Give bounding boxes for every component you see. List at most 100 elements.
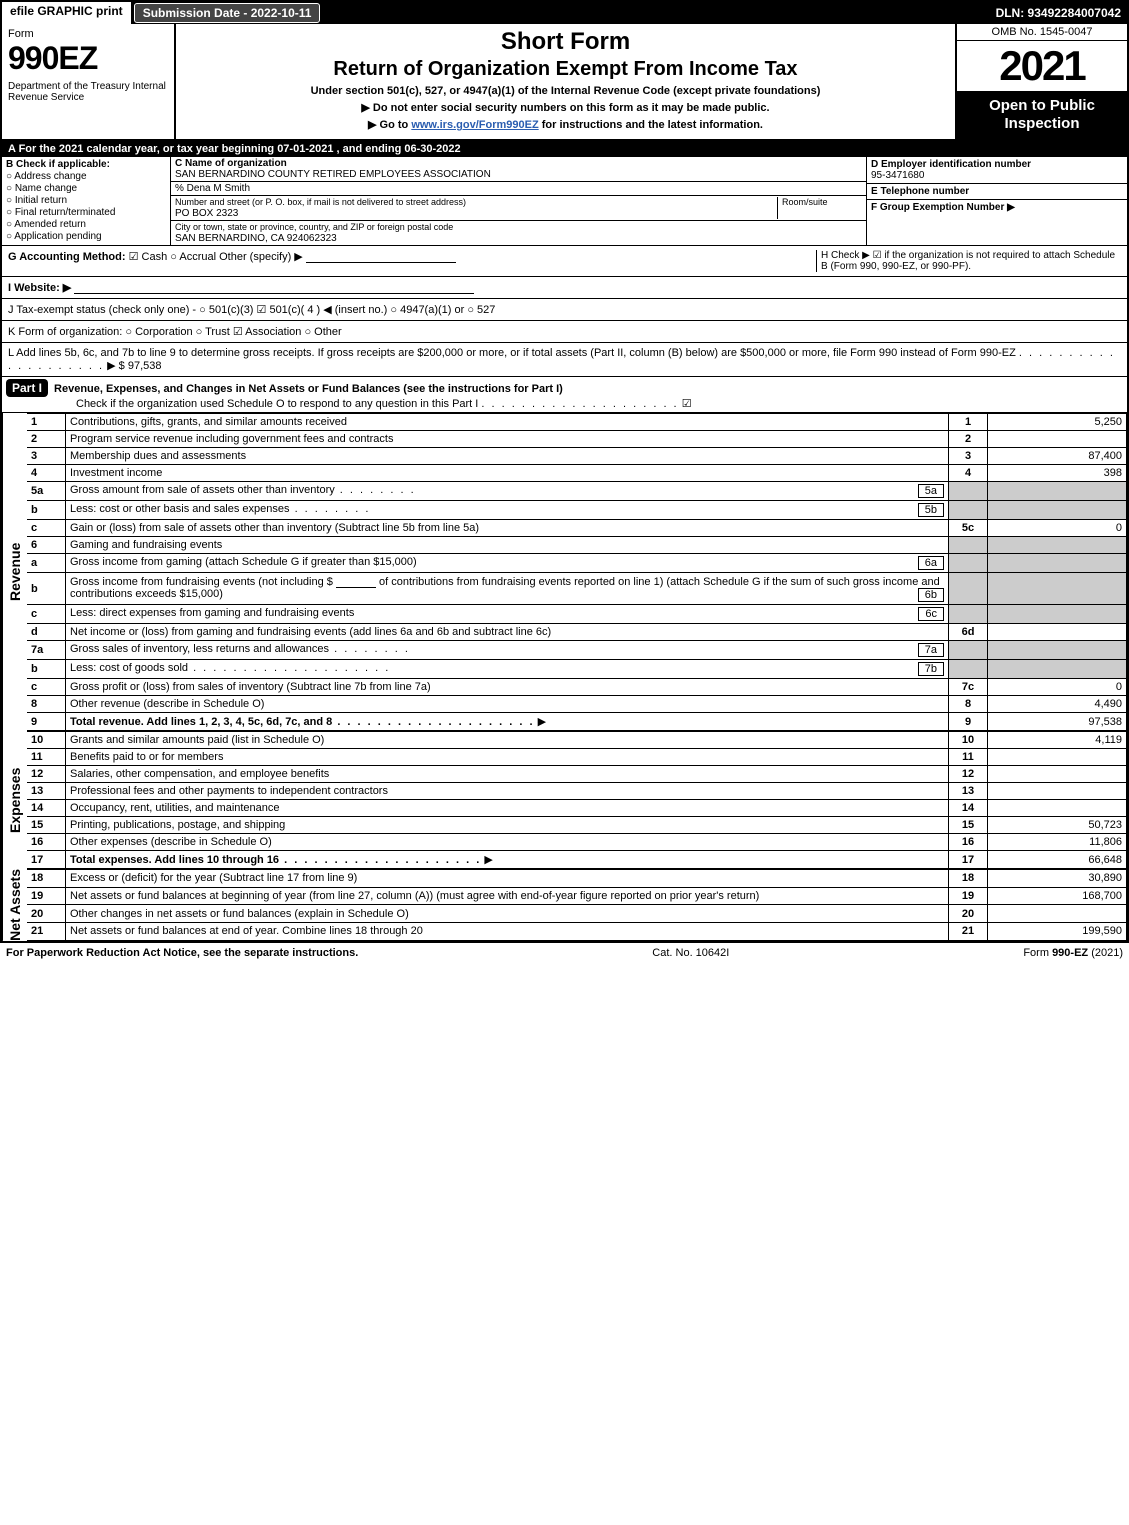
form-title-1: Short Form: [180, 28, 951, 56]
accounting-other-blank[interactable]: [306, 250, 456, 263]
table-row: aGross income from gaming (attach Schedu…: [27, 554, 1127, 573]
section-l: L Add lines 5b, 6c, and 7b to line 9 to …: [2, 343, 1127, 377]
table-row: 6Gaming and fundraising events: [27, 537, 1127, 554]
table-row: 14Occupancy, rent, utilities, and mainte…: [27, 800, 1127, 817]
section-gh: G Accounting Method: Cash Accrual Other …: [2, 246, 1127, 277]
line-desc: Gross amount from sale of assets other t…: [70, 484, 416, 496]
table-row: 20Other changes in net assets or fund ba…: [27, 905, 1127, 923]
department-label: Department of the Treasury Internal Reve…: [8, 81, 168, 103]
check-initial-return[interactable]: Initial return: [6, 195, 166, 206]
section-def: D Employer identification number 95-3471…: [867, 157, 1127, 245]
footer-right: Form 990-EZ (2021): [1023, 947, 1123, 959]
org-care-of: % Dena M Smith: [175, 183, 250, 194]
table-row: cGross profit or (loss) from sales of in…: [27, 679, 1127, 696]
line-desc: Less: direct expenses from gaming and fu…: [70, 607, 354, 619]
table-row: 9Total revenue. Add lines 1, 2, 3, 4, 5c…: [27, 713, 1127, 731]
table-row: 2Program service revenue including gover…: [27, 431, 1127, 448]
top-bar: efile GRAPHIC print Submission Date - 20…: [2, 2, 1127, 24]
section-c: C Name of organization SAN BERNARDINO CO…: [171, 157, 867, 245]
irs-link[interactable]: www.irs.gov/Form990EZ: [411, 119, 538, 131]
line-desc: Gross income from fundraising events (no…: [70, 576, 333, 588]
netassets-block: Net Assets 18Excess or (deficit) for the…: [2, 869, 1127, 941]
revenue-block: Revenue 1Contributions, gifts, grants, a…: [2, 413, 1127, 731]
omb-number: OMB No. 1545-0047: [957, 24, 1127, 41]
gross-receipts-text: L Add lines 5b, 6c, and 7b to line 9 to …: [8, 347, 1016, 359]
sub-box: 6a: [918, 556, 944, 570]
sub-box: 7b: [918, 662, 944, 676]
accounting-accrual[interactable]: Accrual: [170, 251, 216, 263]
website-value[interactable]: [74, 281, 474, 294]
phone-label: E Telephone number: [871, 186, 969, 197]
section-k: K Form of organization: ○ Corporation ○ …: [2, 321, 1127, 343]
check-application-pending[interactable]: Application pending: [6, 231, 166, 242]
sub-box: 5b: [918, 503, 944, 517]
arrow-icon: [538, 716, 546, 728]
instr-ssn: ▶ Do not enter social security numbers o…: [180, 101, 951, 114]
gross-receipts-amount: ▶ $ 97,538: [107, 360, 161, 372]
header-left: Form 990EZ Department of the Treasury In…: [2, 24, 176, 139]
expenses-block: Expenses 10Grants and similar amounts pa…: [2, 731, 1127, 869]
ein-label: D Employer identification number: [871, 159, 1031, 170]
line-desc: Gross sales of inventory, less returns a…: [70, 643, 410, 655]
table-row: 11Benefits paid to or for members11: [27, 749, 1127, 766]
group-exemption-label: F Group Exemption Number ▶: [871, 202, 1015, 213]
footer-center: Cat. No. 10642I: [652, 947, 729, 959]
sub-box: 5a: [918, 484, 944, 498]
table-row: 10Grants and similar amounts paid (list …: [27, 732, 1127, 749]
efile-label: efile GRAPHIC print: [2, 2, 133, 24]
org-block: B Check if applicable: Address change Na…: [2, 157, 1127, 246]
table-row: 17Total expenses. Add lines 10 through 1…: [27, 851, 1127, 869]
room-label: Room/suite: [782, 197, 828, 207]
form-word: Form: [8, 28, 34, 40]
dots: [481, 398, 678, 410]
instr-goto-prefix: ▶ Go to: [368, 119, 411, 131]
line-desc: Total expenses. Add lines 10 through 16: [70, 854, 481, 866]
section-i: I Website: ▶: [2, 277, 1127, 299]
submission-date: Submission Date - 2022-10-11: [134, 3, 321, 23]
instr-goto: ▶ Go to www.irs.gov/Form990EZ for instru…: [180, 118, 951, 131]
table-row: 3Membership dues and assessments387,400: [27, 448, 1127, 465]
netassets-table: 18Excess or (deficit) for the year (Subt…: [27, 869, 1127, 941]
table-row: dNet income or (loss) from gaming and fu…: [27, 624, 1127, 641]
part1-label: Part I: [6, 379, 48, 397]
form-container: efile GRAPHIC print Submission Date - 20…: [0, 0, 1129, 943]
section-h: H Check ▶ ☑ if the organization is not r…: [816, 250, 1121, 272]
table-row: 21Net assets or fund balances at end of …: [27, 923, 1127, 941]
side-expenses: Expenses: [2, 731, 27, 869]
table-row: bGross income from fundraising events (n…: [27, 573, 1127, 605]
section-j: J Tax-exempt status (check only one) - ○…: [2, 299, 1127, 321]
table-row: 15Printing, publications, postage, and s…: [27, 817, 1127, 834]
accounting-cash[interactable]: Cash: [129, 251, 168, 263]
table-row: bLess: cost or other basis and sales exp…: [27, 501, 1127, 520]
street-value: PO BOX 2323: [175, 208, 238, 219]
dln-label: DLN: 93492284007042: [996, 6, 1127, 20]
check-address-change[interactable]: Address change: [6, 171, 166, 182]
section-b-label: B Check if applicable:: [6, 159, 110, 170]
form-number: 990EZ: [8, 40, 168, 77]
table-row: 18Excess or (deficit) for the year (Subt…: [27, 870, 1127, 888]
line-desc: Less: cost or other basis and sales expe…: [70, 503, 370, 515]
blank: [336, 575, 376, 588]
line-desc: Gross income from gaming (attach Schedul…: [70, 556, 417, 568]
table-row: 19Net assets or fund balances at beginni…: [27, 887, 1127, 905]
expenses-table: 10Grants and similar amounts paid (list …: [27, 731, 1127, 869]
table-row: bLess: cost of goods sold7b: [27, 660, 1127, 679]
part1-header-row: Part I Revenue, Expenses, and Changes in…: [2, 377, 1127, 413]
table-row: 13Professional fees and other payments t…: [27, 783, 1127, 800]
sub-box: 6b: [918, 588, 944, 602]
form-header: Form 990EZ Department of the Treasury In…: [2, 24, 1127, 141]
check-amended-return[interactable]: Amended return: [6, 219, 166, 230]
city-label: City or town, state or province, country…: [175, 222, 453, 232]
check-final-return[interactable]: Final return/terminated: [6, 207, 166, 218]
check-name-change[interactable]: Name change: [6, 183, 166, 194]
part1-title: Revenue, Expenses, and Changes in Net As…: [54, 383, 563, 395]
org-name: SAN BERNARDINO COUNTY RETIRED EMPLOYEES …: [175, 169, 491, 180]
table-row: 16Other expenses (describe in Schedule O…: [27, 834, 1127, 851]
accounting-label: G Accounting Method:: [8, 251, 126, 263]
revenue-table: 1Contributions, gifts, grants, and simil…: [27, 413, 1127, 731]
table-row: 4Investment income4398: [27, 465, 1127, 482]
accounting-other[interactable]: Other (specify) ▶: [219, 251, 303, 263]
table-row: 12Salaries, other compensation, and empl…: [27, 766, 1127, 783]
form-title-2: Return of Organization Exempt From Incom…: [180, 58, 951, 81]
table-row: cLess: direct expenses from gaming and f…: [27, 605, 1127, 624]
